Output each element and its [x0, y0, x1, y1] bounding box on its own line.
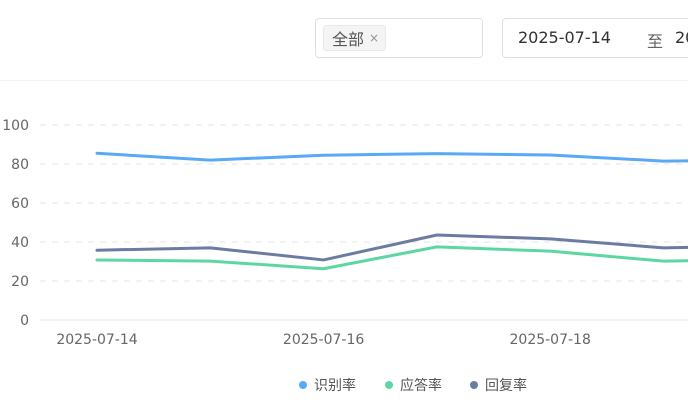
series-line-回复率	[95, 233, 688, 262]
date-end-input[interactable]: 2025-07-20	[675, 28, 688, 47]
legend-label-回复率: 回复率	[485, 377, 527, 394]
date-range-separator: 至	[647, 32, 664, 51]
y-tick-label-60: 60	[11, 196, 29, 212]
date-start-input[interactable]: 2025-07-14	[518, 28, 611, 47]
y-tick-label-80: 80	[11, 157, 29, 173]
legend-label-应答率: 应答率	[400, 377, 442, 394]
legend-label-识别率: 识别率	[314, 377, 356, 394]
x-tick-label-2025-07-18: 2025-07-18	[510, 332, 591, 348]
series-line-识别率	[95, 151, 688, 163]
x-tick-label-2025-07-16: 2025-07-16	[283, 332, 364, 348]
y-tick-label-100: 100	[2, 118, 29, 134]
legend-marker-应答率	[385, 381, 393, 389]
y-tick-label-40: 40	[11, 235, 29, 251]
selected-tag: 全部 ×	[323, 25, 387, 51]
tag-label: 全部	[332, 30, 365, 49]
tag-close-icon[interactable]: ×	[369, 31, 380, 45]
category-select[interactable]: 全部 ×	[315, 18, 483, 58]
y-tick-label-20: 20	[11, 274, 29, 290]
series-line-应答率	[95, 245, 688, 271]
x-tick-label-2025-07-14: 2025-07-14	[56, 332, 137, 348]
legend-marker-回复率	[470, 381, 478, 389]
date-range-picker[interactable]: 2025-07-14 至 2025-07-20	[502, 18, 688, 58]
legend-marker-识别率	[299, 381, 307, 389]
filter-bar: 全部 × 2025-07-14 至 2025-07-20	[0, 0, 688, 81]
y-tick-label-0: 0	[20, 313, 29, 329]
